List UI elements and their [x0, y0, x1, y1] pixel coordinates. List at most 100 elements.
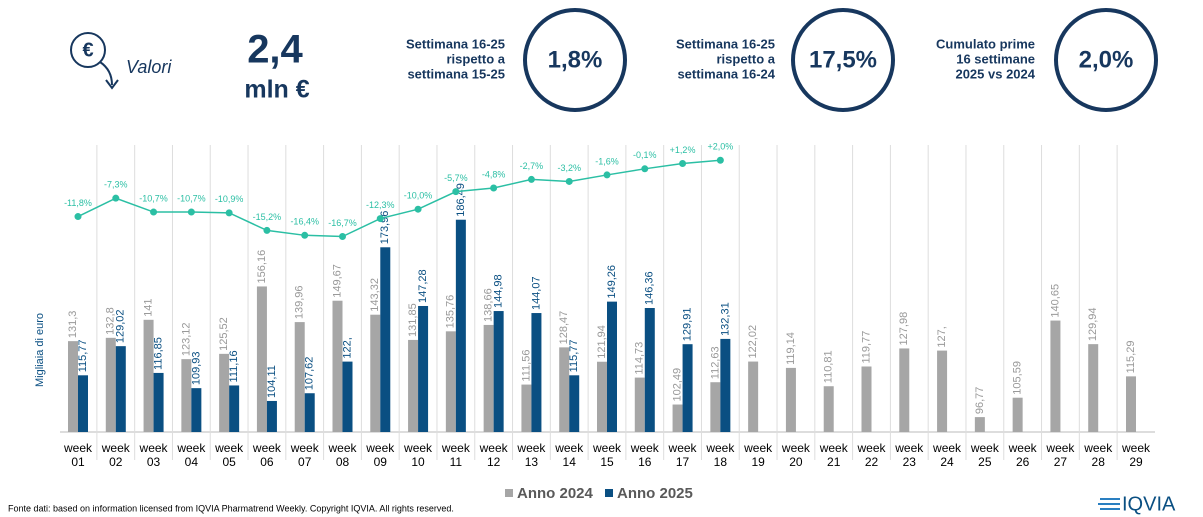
value-label: 132,31	[719, 302, 731, 336]
kpi-label: 2025 vs 2024	[955, 66, 1035, 81]
x-tick-label: week 01	[63, 441, 92, 469]
bar	[710, 382, 721, 432]
value-label: 122,	[341, 337, 353, 358]
value-label: 135,76	[445, 295, 457, 329]
value-label: 116,85	[152, 337, 164, 370]
kpi-label: 16 settimane	[956, 51, 1035, 66]
bar	[455, 219, 466, 432]
value-label: 123,12	[180, 322, 192, 356]
kpi-label: settimana 15-25	[407, 66, 505, 81]
x-tick-label: week 21	[819, 441, 848, 469]
growth-label: -12,3%	[366, 200, 395, 210]
value-label: 138,66	[483, 288, 495, 322]
growth-point	[527, 175, 535, 183]
kpi-label: Cumulato prime	[936, 36, 1035, 51]
growth-point	[187, 208, 195, 216]
growth-label: -4,8%	[482, 169, 506, 179]
bar	[1050, 320, 1061, 432]
x-tick-label: week 11	[441, 441, 470, 469]
growth-point	[225, 209, 233, 217]
growth-label: -10,0%	[404, 191, 433, 201]
growth-point	[74, 213, 82, 221]
value-label: 115,29	[1125, 341, 1137, 374]
bar	[531, 313, 542, 432]
kpi-value: 1,8%	[548, 46, 603, 73]
value-label: 122,02	[747, 325, 759, 359]
bar	[634, 377, 645, 432]
growth-point	[112, 194, 120, 202]
bar	[493, 311, 504, 432]
value-label: 114,73	[634, 342, 646, 375]
value-label: 112,63	[709, 346, 721, 379]
growth-label: -11,8%	[64, 198, 92, 208]
x-tick-label: week 03	[139, 441, 168, 469]
header-label: Valori	[126, 57, 172, 77]
logo-bars	[1098, 498, 1120, 510]
bar	[191, 388, 202, 432]
growth-label: -7,3%	[104, 180, 128, 190]
growth-label: -16,4%	[290, 217, 319, 227]
value-label: 129,02	[115, 309, 127, 343]
value-label: 146,36	[644, 271, 656, 305]
kpi-value: 17,5%	[809, 46, 877, 73]
growth-point	[565, 177, 573, 185]
value-label: 105,59	[1012, 361, 1024, 395]
x-tick-label: week 09	[366, 441, 395, 469]
value-label: 139,96	[294, 285, 306, 319]
bar	[304, 393, 315, 432]
bar	[418, 305, 429, 432]
bar	[153, 372, 164, 432]
value-label: 129,91	[681, 308, 693, 342]
value-label: 131,85	[407, 303, 419, 337]
legend-swatch	[505, 489, 513, 497]
bar	[974, 417, 985, 432]
kpi-label: Settimana 16-25	[406, 36, 505, 51]
bar	[861, 366, 872, 432]
value-label: 121,94	[596, 325, 608, 359]
value-label: 147,28	[417, 269, 429, 303]
value-label: 115,77	[77, 339, 89, 372]
kpi-label: Settimana 16-25	[676, 36, 775, 51]
growth-point	[603, 171, 611, 179]
header-unit: mln €	[244, 76, 309, 104]
bar	[569, 375, 580, 432]
growth-label: -2,7%	[520, 161, 544, 171]
x-tick-label: week 05	[215, 441, 244, 469]
x-tick-label: week 07	[290, 441, 319, 469]
bar	[266, 400, 277, 432]
growth-label: -5,7%	[444, 173, 468, 183]
bar	[294, 322, 305, 432]
bar	[785, 367, 796, 432]
bar	[408, 339, 419, 432]
value-label: 127,98	[898, 312, 910, 346]
kpi-circle	[791, 8, 895, 112]
growth-point	[339, 233, 346, 241]
value-label: 110,81	[823, 350, 835, 383]
x-tick-label: week 18	[706, 441, 735, 469]
x-tick-label: week 16	[630, 441, 659, 469]
value-label: 127,	[936, 326, 948, 347]
value-label: 144,98	[493, 274, 505, 308]
bar	[370, 314, 381, 432]
x-tick-label: week 14	[555, 441, 584, 469]
bar	[823, 386, 834, 432]
value-label: 149,26	[606, 265, 618, 299]
growth-point	[263, 226, 271, 234]
value-label: 111,16	[228, 350, 240, 382]
bar	[682, 344, 693, 432]
value-label: 107,62	[304, 357, 316, 391]
bar	[748, 361, 759, 432]
bar	[78, 375, 88, 432]
kpi-label: rispetto a	[716, 51, 775, 66]
value-label: 149,67	[331, 264, 343, 298]
legend-label: Anno 2025	[617, 485, 693, 502]
kpi-label: rispetto a	[446, 51, 505, 66]
value-label: 140,65	[1049, 284, 1061, 318]
value-label: 115,77	[568, 339, 580, 372]
bar	[342, 361, 353, 432]
euro-icon	[70, 32, 119, 90]
growth-point	[641, 165, 649, 173]
bar	[332, 300, 343, 432]
growth-label: -10,7%	[139, 193, 168, 203]
